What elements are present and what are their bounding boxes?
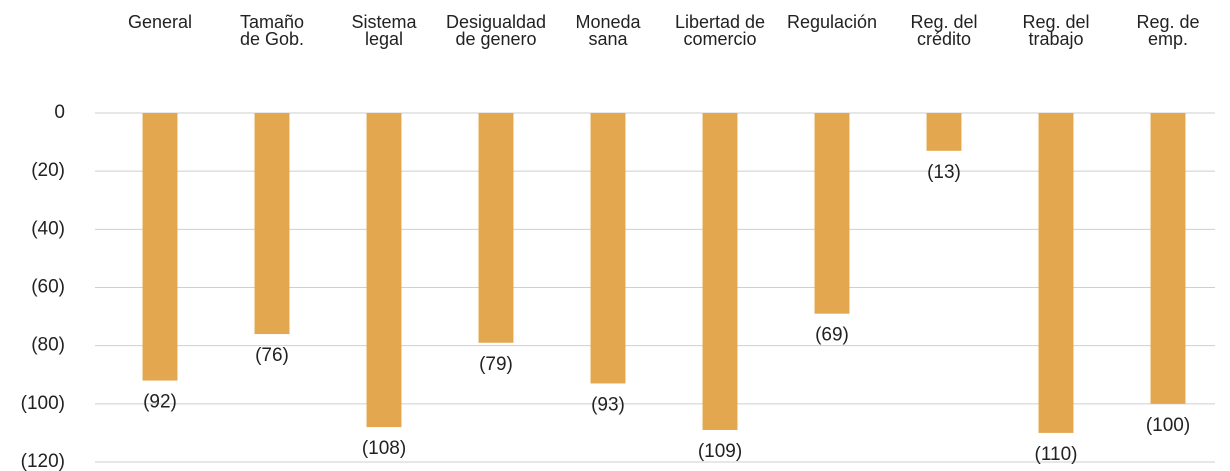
bar: [702, 113, 738, 431]
category-label: Moneda sana: [575, 12, 641, 49]
y-tick-label: 0: [54, 102, 65, 123]
category-label: Reg. de emp.: [1136, 12, 1200, 49]
bar: [1038, 113, 1074, 433]
category-label: Desigualdad de genero: [445, 12, 547, 49]
value-label: (110): [1035, 444, 1078, 465]
bar: [1150, 113, 1186, 404]
bar: [366, 113, 402, 428]
value-label: (79): [479, 354, 513, 375]
category-label: Tamaño de Gob.: [239, 12, 305, 49]
category-label: Sistema legal: [351, 12, 417, 49]
y-tick-label: (60): [31, 277, 65, 298]
y-tick-label: (20): [31, 160, 65, 181]
y-tick-label: (80): [31, 335, 65, 356]
bar: [590, 113, 626, 384]
value-label: (108): [362, 438, 406, 459]
bar: [142, 113, 178, 381]
value-label: (76): [255, 345, 289, 366]
category-label: Libertad de comercio: [674, 12, 766, 49]
value-label: (69): [815, 325, 849, 346]
value-label: (93): [591, 394, 625, 415]
category-label: Reg. del crédito: [910, 12, 978, 49]
category-label: Reg. del trabajo: [1022, 12, 1090, 49]
value-label: (100): [1146, 415, 1190, 436]
bar: [814, 113, 850, 314]
y-tick-label: (120): [21, 451, 65, 471]
bar: [926, 113, 962, 151]
value-label: (109): [698, 441, 742, 462]
y-tick-label: (40): [31, 218, 65, 239]
value-label: (92): [143, 392, 177, 413]
value-label: (13): [927, 162, 961, 183]
bar: [478, 113, 514, 343]
bar: [254, 113, 290, 335]
y-tick-label: (100): [21, 393, 65, 414]
category-label: General: [127, 12, 193, 32]
category-label: Regulación: [786, 12, 878, 32]
